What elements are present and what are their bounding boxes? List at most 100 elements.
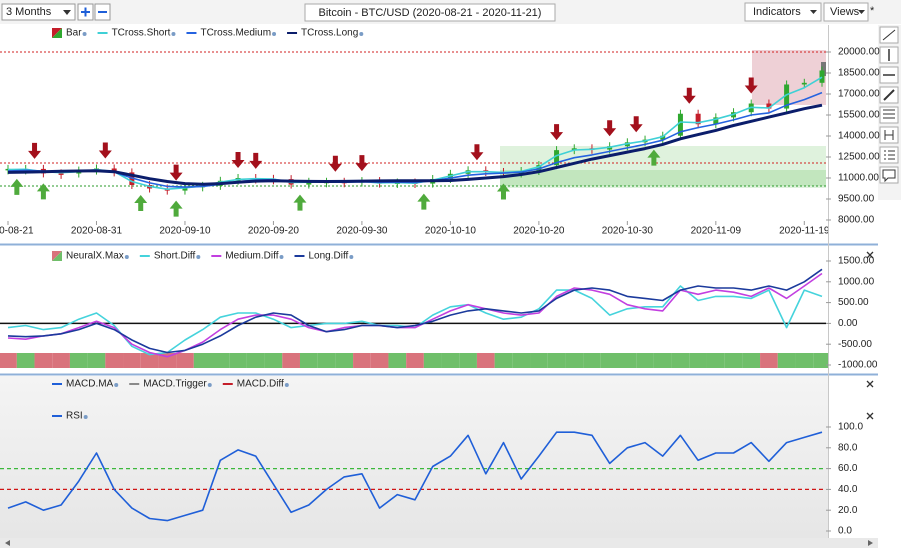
candle-body: [536, 165, 542, 171]
state-cell: [264, 353, 283, 368]
state-cell: [777, 353, 796, 368]
y-tick-label: 40.0: [838, 484, 858, 495]
legend-dot: [83, 415, 88, 419]
y-tick-label: 20000.00: [838, 47, 880, 58]
legend-label: Short.Diff: [154, 251, 196, 262]
state-cell: [370, 353, 389, 368]
sell-arrow: [249, 152, 263, 169]
x-tick-label: 2020-11-19: [779, 226, 830, 237]
close-indicator[interactable]: [866, 412, 874, 420]
candle-body: [5, 168, 11, 171]
indicators-button[interactable]: [744, 2, 822, 22]
views-label: Views: [830, 6, 860, 18]
state-cell: [388, 353, 407, 368]
state-cell: [16, 353, 35, 368]
state-cell: [299, 353, 318, 368]
candle-body: [660, 135, 666, 140]
rsi-panel: [0, 376, 878, 538]
x-tick-label: 2020-10-20: [513, 226, 565, 237]
x-tick-label: 2020-10-30: [602, 226, 654, 237]
legend-label: RSI: [66, 411, 83, 422]
modified-marker: *: [870, 5, 875, 17]
legend-label: Long.Diff: [308, 251, 348, 262]
candle-body: [677, 113, 683, 136]
state-cell: [724, 353, 743, 368]
sell-arrow: [603, 120, 617, 137]
plots: 2020-08-21 2020-08-31 2020-09-10 2020-09-20…: [0, 28, 830, 522]
dropdown-arrow: [810, 10, 817, 14]
buy-arrow: [417, 193, 431, 210]
state-cell: [689, 353, 707, 368]
state-cell: [653, 353, 672, 368]
scroll-right[interactable]: [868, 540, 873, 546]
legend-label: TCross.Short: [112, 28, 171, 39]
title-box: [304, 3, 556, 22]
sell-arrow: [169, 164, 183, 181]
chart-title: Bitcoin - BTC/USD (2020-08-21 - 2020-11-…: [319, 7, 542, 19]
buy-arrow: [36, 183, 50, 200]
legend-label: TCross.Medium: [200, 28, 271, 39]
dropdown-arrow: [858, 10, 865, 14]
sell-arrow: [98, 142, 112, 159]
buy-arrow: [134, 195, 148, 211]
scroll-left[interactable]: [5, 540, 10, 546]
sell-arrow: [550, 124, 564, 141]
x-tick-label: 2020-10-10: [425, 226, 477, 237]
y-tick-label: 14000.00: [838, 131, 880, 142]
legend-label: Medium.Diff: [225, 251, 278, 262]
close-indicator[interactable]: [866, 380, 874, 388]
buy-arrow: [647, 149, 661, 166]
legend-label: MACD.MA: [66, 379, 114, 390]
x-tick-label: 2020-09-20: [248, 226, 300, 237]
y-tick-label: 17000.00: [838, 89, 880, 100]
legend-dot: [284, 383, 289, 387]
price-panel: [0, 25, 878, 244]
tool-icon: [884, 130, 894, 140]
buy-arrow: [169, 200, 183, 217]
legend-dot: [279, 255, 284, 259]
y-tick-label: -1000.00: [838, 360, 878, 371]
candle-body: [784, 84, 790, 109]
state-cell: [193, 353, 212, 368]
state-cell: [282, 353, 300, 368]
series-line: [7, 431, 823, 522]
sell-arrow: [328, 155, 342, 172]
y-tick-label: 60.0: [838, 463, 858, 474]
state-cell: [706, 353, 725, 368]
series-line: [7, 103, 823, 186]
y-tick-label: 0.0: [838, 526, 852, 537]
state-cell: [335, 353, 354, 368]
buy-arrow: [496, 183, 510, 200]
scrollbar[interactable]: [0, 538, 878, 548]
views-button[interactable]: [823, 2, 869, 22]
state-cell: [353, 353, 371, 368]
period-dropdown[interactable]: [1, 3, 76, 21]
sell-arrow: [682, 87, 696, 104]
tool-icon: [883, 109, 895, 119]
legend-icon: [52, 251, 62, 261]
state-cell: [813, 353, 828, 368]
candle-body: [695, 113, 701, 125]
y-tick-label: 18500.00: [838, 68, 880, 79]
series-line: [7, 76, 823, 190]
tool-fib[interactable]: [879, 106, 899, 124]
buy-arrow: [293, 194, 307, 211]
close-indicator[interactable]: [866, 251, 874, 259]
state-cell: [69, 353, 88, 368]
state-cell: [123, 353, 141, 368]
candle-body: [58, 173, 64, 175]
legend-dot: [171, 32, 176, 36]
candle-body: [182, 187, 188, 191]
state-cell: [211, 353, 230, 368]
legend-label: MACD.Trigger: [143, 379, 207, 390]
legend-label: Bar: [66, 28, 82, 39]
period-label: 3 Months: [6, 6, 52, 18]
state-cell: [600, 353, 619, 368]
price-marker: [821, 62, 826, 76]
state-cell: [671, 353, 690, 368]
state-cell: [565, 353, 584, 368]
state-cell: [423, 353, 442, 368]
tool-icon: [884, 150, 895, 160]
candle-body: [554, 150, 560, 166]
